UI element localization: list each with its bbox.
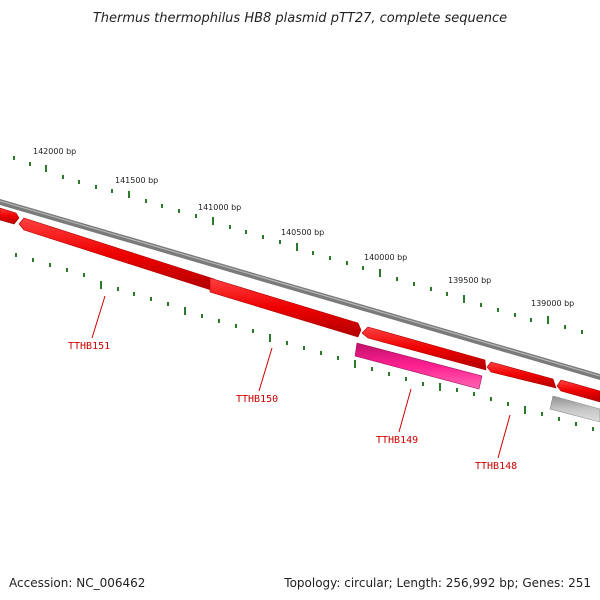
gene-arrow-right-edge[interactable] [556,379,600,403]
gene-arrow-tthb151[interactable] [18,217,215,292]
plasmid-backbone [0,199,600,380]
summary-text: Topology: circular; Length: 256,992 bp; … [283,576,591,590]
gene-label-tthb150[interactable]: TTHB150 [236,394,278,405]
scale-label-140500: 140500 bp [281,228,324,237]
scale-label-141500: 141500 bp [115,176,158,185]
gene-label-leaders [91,295,511,459]
scale-label-139500: 139500 bp [448,276,491,285]
scale-label-141000: 141000 bp [198,203,241,212]
reverse-genes [354,342,600,423]
forward-genes [0,207,600,403]
map-title: Thermus thermophilus HB8 plasmid pTT27, … [93,11,507,26]
gene-labels: TTHB151 TTHB150 TTHB149 TTHB148 [68,341,517,472]
gene-label-tthb151[interactable]: TTHB151 [68,341,110,352]
gene-arrow-tthb149-fwd[interactable] [361,326,487,371]
accession-text: Accession: NC_006462 [9,576,145,590]
scale-label-140000: 140000 bp [364,253,407,262]
scale-label-142000: 142000 bp [33,147,76,156]
scale-label-139000: 139000 bp [531,299,574,308]
gene-block-gray[interactable] [549,395,600,423]
gene-label-tthb149[interactable]: TTHB149 [376,435,418,446]
gene-arrow-tthb150[interactable] [209,277,362,338]
outer-scale-ticks [13,156,583,334]
scale-labels: 142000 bp 141500 bp 141000 bp 140500 bp … [33,147,574,308]
gene-label-tthb148[interactable]: TTHB148 [475,461,517,472]
gene-block-tthb149[interactable] [354,342,483,390]
gene-arrow-tthb148[interactable] [486,361,557,389]
gene-arrow-left-edge[interactable] [0,207,20,225]
inner-scale-ticks [15,253,594,431]
